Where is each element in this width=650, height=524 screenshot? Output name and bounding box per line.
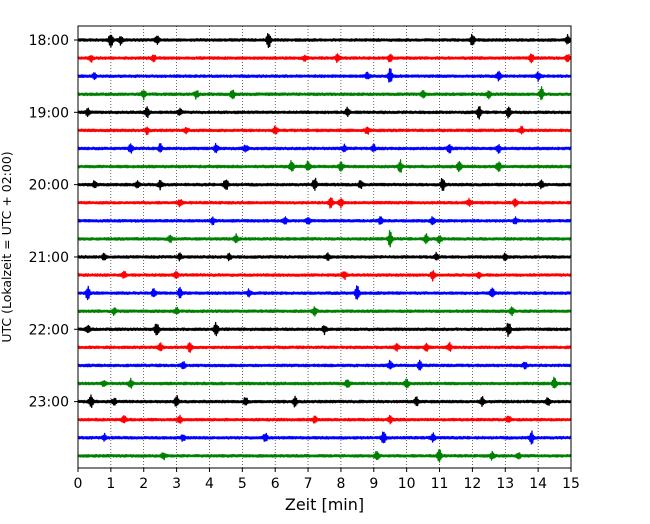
seismogram-trace	[77, 68, 572, 83]
seismogram-trace	[77, 414, 572, 425]
seismogram-trace	[77, 430, 572, 445]
x-tick-label: 14	[529, 476, 547, 492]
y-tick-label: 18:00	[29, 33, 69, 49]
y-axis: 18:00 19:00 20:00 21:00 22:00 23:00	[29, 33, 78, 411]
seismogram-trace	[77, 86, 572, 101]
plot-frame	[77, 25, 572, 469]
seismogram-trace	[77, 341, 572, 353]
y-axis-label: UTC (Lokalzeit = UTC + 02:00)	[0, 151, 14, 342]
x-tick-label: 13	[496, 476, 514, 492]
seismogram-trace	[77, 32, 572, 49]
seismogram-trace	[77, 159, 572, 173]
y-tick-label: 20:00	[29, 178, 69, 194]
x-tick-label: 8	[336, 476, 345, 492]
x-tick-label: 1	[106, 476, 115, 492]
seismogram-trace	[77, 177, 572, 192]
x-tick-label: 15	[562, 476, 580, 492]
seismogram-trace	[77, 216, 572, 226]
y-tick-label: 23:00	[29, 395, 69, 411]
seismogram-trace	[77, 125, 572, 136]
seismogram-trace	[77, 142, 572, 154]
seismogram-trace	[77, 53, 572, 64]
x-tick-label: 4	[205, 476, 214, 492]
x-tick-label: 10	[398, 476, 416, 492]
seismogram-trace	[77, 197, 572, 209]
y-tick-label: 21:00	[29, 250, 69, 266]
seismogram-trace	[77, 359, 572, 371]
seismogram-trace	[77, 251, 572, 262]
x-tick-label: 6	[271, 476, 280, 492]
seismogram-trace	[77, 270, 572, 282]
x-tick-label: 0	[74, 476, 83, 492]
seismogram-trace	[77, 285, 572, 301]
x-axis-label: Zeit [min]	[285, 495, 364, 514]
y-tick-label: 19:00	[29, 105, 69, 121]
x-tick-label: 7	[304, 476, 313, 492]
seismogram-trace	[77, 321, 572, 337]
seismogram-trace	[77, 394, 572, 409]
x-tick-label: 3	[172, 476, 181, 492]
seismogram-trace	[77, 306, 572, 317]
x-tick-label: 12	[463, 476, 481, 492]
seismogram-trace	[77, 449, 572, 463]
seismogram-trace	[77, 229, 572, 248]
seismogram-trace	[77, 105, 572, 120]
trace-layer	[77, 32, 572, 463]
x-tick-label: 11	[431, 476, 449, 492]
x-axis: 0 1 2 3 4 5 6 7 8 9 10 11 12 13 14 15	[74, 468, 580, 492]
y-tick-label: 22:00	[29, 322, 69, 338]
x-tick-label: 9	[369, 476, 378, 492]
x-tick-label: 2	[139, 476, 148, 492]
x-tick-label: 5	[238, 476, 247, 492]
seismogram-trace	[77, 376, 572, 389]
